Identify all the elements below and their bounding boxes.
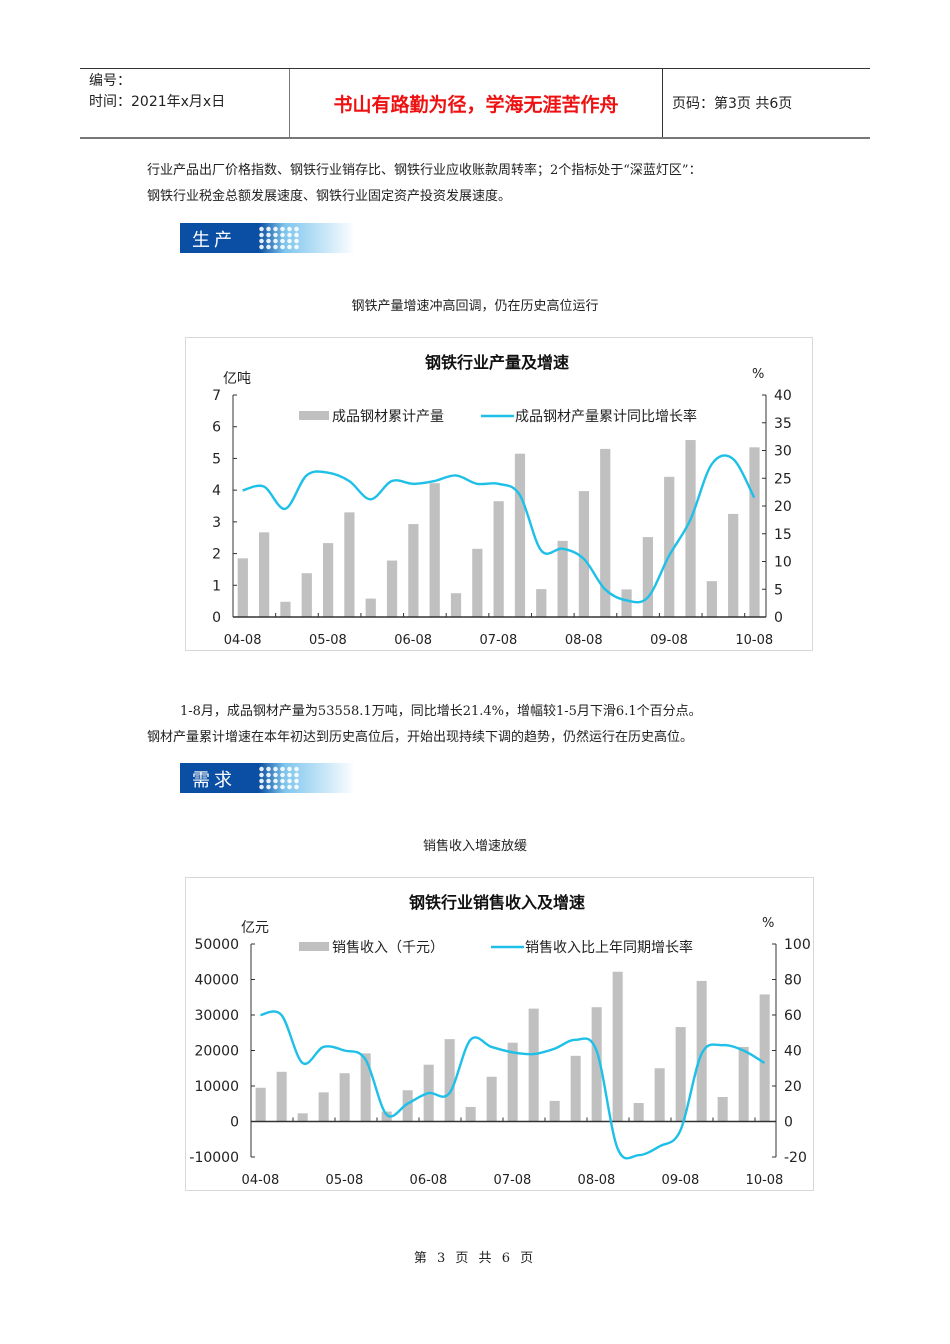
svg-text:0: 0 [230,1115,239,1131]
production-line-1: 1-8月，成品钢材产量为53558.1万吨，同比增长21.4%，增幅较1-5月下… [180,704,702,719]
motto: 书山有路勤为径，学海无涯苦作舟 [290,69,663,137]
svg-text:%: % [762,916,774,931]
svg-text:08-08: 08-08 [565,633,603,648]
svg-text:40: 40 [774,388,792,404]
svg-text:0: 0 [774,610,783,626]
svg-text:10-08: 10-08 [735,633,773,648]
svg-text:30000: 30000 [194,1008,239,1024]
svg-text:05-08: 05-08 [309,633,347,648]
svg-text:50000: 50000 [194,937,239,953]
production-line-2: 钢材产量累计增速在本年初达到历史高位后，开始出现持续下调的趋势，仍然运行在历史高… [147,730,694,745]
svg-text:成品钢材累计产量: 成品钢材累计产量 [332,409,444,425]
svg-text:0: 0 [784,1115,793,1131]
svg-text:%: % [752,367,764,382]
svg-text:亿吨: 亿吨 [223,371,251,387]
svg-text:09-08: 09-08 [650,633,688,648]
svg-text:04-08: 04-08 [224,633,262,648]
page-footer: 第 3 页 共 6 页 [413,1251,537,1266]
svg-text:5: 5 [212,451,221,467]
svg-text:40000: 40000 [194,973,239,989]
svg-text:07-08: 07-08 [480,633,518,648]
banner-label: 生产 [192,230,236,251]
svg-text:20: 20 [784,1079,802,1095]
intro-line-2: 钢铁行业税金总额发展速度、钢铁行业固定资产投资发展速度。 [147,189,512,204]
svg-text:-20: -20 [784,1150,807,1166]
svg-text:3: 3 [212,515,221,531]
svg-text:销售收入（千元）: 销售收入（千元） [332,940,444,956]
intro-line-1: 行业产品出厂价格指数、钢铁行业销存比、钢铁行业应收账款周转率；2个指标处于“深蓝… [147,163,702,178]
section-banner-demand: 需求 [180,763,355,793]
svg-text:钢铁行业销售收入及增速: 钢铁行业销售收入及增速 [409,893,585,912]
dots-pattern-icon [258,226,300,250]
svg-text:40: 40 [784,1044,802,1060]
svg-text:80: 80 [784,973,802,989]
svg-text:08-08: 08-08 [578,1173,616,1188]
svg-text:100: 100 [784,937,811,953]
svg-text:35: 35 [774,416,792,432]
svg-text:20: 20 [774,499,792,515]
svg-text:60: 60 [784,1008,802,1024]
chart1-caption: 钢铁产量增速冲高回调，仍在历史高位运行 [351,299,599,314]
svg-text:15: 15 [774,527,792,543]
svg-text:30: 30 [774,444,792,460]
sales-chart: 钢铁行业销售收入及增速亿元% 销售收入（千元） 销售收入比上年同期增长率 -10000… [185,877,814,1191]
svg-text:7: 7 [212,388,221,404]
chart2-caption: 销售收入增速放缓 [422,839,527,854]
svg-text:钢铁行业产量及增速: 钢铁行业产量及增速 [425,353,569,372]
section-banner-production: 生产 [180,223,355,253]
svg-text:06-08: 06-08 [394,633,432,648]
svg-text:1: 1 [212,578,221,594]
svg-text:销售收入比上年同期增长率: 销售收入比上年同期增长率 [525,939,693,956]
production-paragraph: 1-8月，成品钢材产量为53558.1万吨，同比增长21.4%，增幅较1-5月下… [147,699,837,751]
banner-label: 需求 [192,770,236,791]
svg-text:10000: 10000 [194,1079,239,1095]
svg-text:09-08: 09-08 [662,1173,700,1188]
page-label: 页码：第3页 共6页 [672,96,793,112]
header-meta: 编号： 时间：2021年x月x日 [80,69,290,137]
svg-text:06-08: 06-08 [410,1173,448,1188]
svg-text:20000: 20000 [194,1044,239,1060]
svg-text:10: 10 [774,555,792,571]
dots-pattern-icon [258,766,300,790]
svg-text:成品钢材产量累计同比增长率: 成品钢材产量累计同比增长率 [515,408,697,425]
svg-text:0: 0 [212,610,221,626]
svg-text:10-08: 10-08 [746,1173,784,1188]
page-header: 编号： 时间：2021年x月x日 书山有路勤为径，学海无涯苦作舟 页码：第3页 … [80,68,870,139]
svg-text:4: 4 [212,483,221,499]
svg-text:6: 6 [212,420,221,436]
svg-text:25: 25 [774,471,792,487]
svg-text:07-08: 07-08 [494,1173,532,1188]
svg-text:04-08: 04-08 [242,1173,280,1188]
svg-text:05-08: 05-08 [326,1173,364,1188]
svg-text:5: 5 [774,582,783,598]
production-chart: 钢铁行业产量及增速亿吨% 成品钢材累计产量 成品钢材产量累计同比增长率 0 1 2 3 4 5 6… [185,337,813,651]
svg-text:亿元: 亿元 [241,920,269,936]
intro-paragraph: 行业产品出厂价格指数、钢铁行业销存比、钢铁行业应收账款周转率；2个指标处于“深蓝… [147,158,837,210]
date-label: 时间：2021年x月x日 [89,94,226,110]
svg-text:-10000: -10000 [189,1150,239,1166]
svg-text:2: 2 [212,547,221,563]
number-label: 编号： [89,73,131,89]
